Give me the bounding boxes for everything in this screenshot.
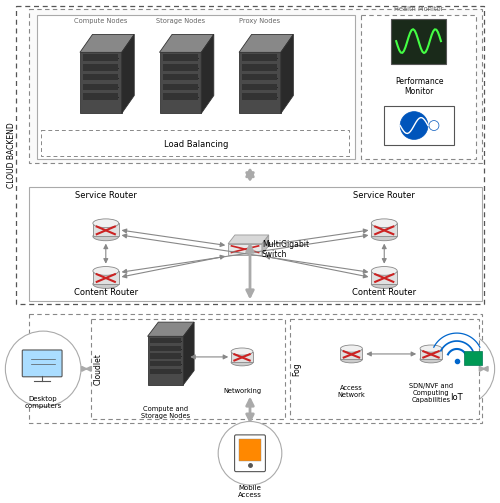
Bar xyxy=(290,319,478,418)
FancyBboxPatch shape xyxy=(234,435,266,472)
Bar xyxy=(239,439,261,461)
Ellipse shape xyxy=(372,267,397,275)
Circle shape xyxy=(218,422,282,485)
Bar xyxy=(93,223,118,236)
Text: Compute Nodes: Compute Nodes xyxy=(74,18,128,24)
Bar xyxy=(242,94,278,100)
Polygon shape xyxy=(239,34,294,52)
Polygon shape xyxy=(184,322,194,385)
Bar xyxy=(29,187,481,301)
Bar xyxy=(16,7,483,304)
Bar xyxy=(362,15,476,159)
Bar xyxy=(242,64,278,70)
Bar xyxy=(464,351,481,365)
Ellipse shape xyxy=(372,280,397,288)
Bar xyxy=(150,338,180,343)
Polygon shape xyxy=(262,235,268,255)
Bar xyxy=(80,52,122,113)
Text: Content Router: Content Router xyxy=(352,288,416,297)
Text: Desktop
computers: Desktop computers xyxy=(24,396,62,408)
Polygon shape xyxy=(228,235,268,244)
Ellipse shape xyxy=(231,359,253,366)
Bar xyxy=(29,314,481,424)
Circle shape xyxy=(419,331,494,406)
Bar xyxy=(163,83,198,90)
Circle shape xyxy=(400,112,428,139)
Text: Mobile
Access: Mobile Access xyxy=(238,485,262,498)
Ellipse shape xyxy=(340,345,362,352)
Ellipse shape xyxy=(93,267,118,275)
FancyBboxPatch shape xyxy=(22,350,62,377)
Bar xyxy=(84,74,118,80)
Text: Health Monitor: Health Monitor xyxy=(394,7,444,12)
Bar xyxy=(163,94,198,100)
Polygon shape xyxy=(148,322,194,337)
Polygon shape xyxy=(80,34,134,52)
Ellipse shape xyxy=(420,345,442,352)
Ellipse shape xyxy=(372,219,397,228)
Bar xyxy=(91,319,285,418)
Bar xyxy=(150,369,180,374)
Bar xyxy=(420,349,442,359)
Ellipse shape xyxy=(93,280,118,288)
Ellipse shape xyxy=(93,219,118,228)
Bar xyxy=(84,83,118,90)
Polygon shape xyxy=(160,34,214,52)
Bar xyxy=(384,106,454,145)
Bar xyxy=(372,223,397,236)
Polygon shape xyxy=(122,34,134,113)
Bar xyxy=(242,74,278,80)
Bar xyxy=(150,354,180,359)
Polygon shape xyxy=(202,34,214,113)
Bar xyxy=(29,10,481,163)
Ellipse shape xyxy=(420,356,442,363)
Ellipse shape xyxy=(372,232,397,241)
Text: SDN/NVF and
Computing
Capabilities: SDN/NVF and Computing Capabilities xyxy=(409,383,453,403)
Text: Networking: Networking xyxy=(223,388,261,394)
Bar xyxy=(372,271,397,284)
Polygon shape xyxy=(281,34,293,113)
Bar xyxy=(84,64,118,70)
Ellipse shape xyxy=(93,232,118,241)
Ellipse shape xyxy=(340,356,362,363)
Text: Proxy Nodes: Proxy Nodes xyxy=(240,18,281,24)
Ellipse shape xyxy=(231,348,253,355)
Bar xyxy=(160,52,202,113)
Bar xyxy=(231,352,253,362)
Text: Load Balancing: Load Balancing xyxy=(164,140,228,149)
Bar xyxy=(340,349,362,359)
Circle shape xyxy=(429,121,439,130)
Bar xyxy=(84,94,118,100)
Bar xyxy=(239,52,281,113)
Text: Content Router: Content Router xyxy=(74,288,138,297)
Text: Fog: Fog xyxy=(292,362,301,376)
Text: Cloudlet: Cloudlet xyxy=(94,353,102,385)
Bar xyxy=(150,346,180,351)
Text: CLOUD BACKEND: CLOUD BACKEND xyxy=(7,122,16,188)
Bar xyxy=(163,64,198,70)
Text: Storage Nodes: Storage Nodes xyxy=(156,18,205,24)
Bar xyxy=(41,130,350,156)
Circle shape xyxy=(6,331,81,406)
Text: MultiGigabit
Switch: MultiGigabit Switch xyxy=(262,240,309,260)
Bar xyxy=(93,271,118,284)
Text: Performance
Monitor: Performance Monitor xyxy=(395,77,444,96)
Text: Service Router: Service Router xyxy=(354,191,415,200)
Bar xyxy=(148,337,184,385)
Text: Access
Network: Access Network xyxy=(338,385,365,398)
Bar xyxy=(37,15,356,159)
Text: Service Router: Service Router xyxy=(75,191,136,200)
Bar xyxy=(163,54,198,61)
Bar xyxy=(150,361,180,366)
Text: Compute and
Storage Nodes: Compute and Storage Nodes xyxy=(141,405,190,418)
Bar xyxy=(228,244,262,255)
Bar xyxy=(242,54,278,61)
Bar xyxy=(242,83,278,90)
Bar xyxy=(163,74,198,80)
Text: IoT: IoT xyxy=(450,393,463,402)
Bar xyxy=(391,19,446,64)
Bar xyxy=(84,54,118,61)
